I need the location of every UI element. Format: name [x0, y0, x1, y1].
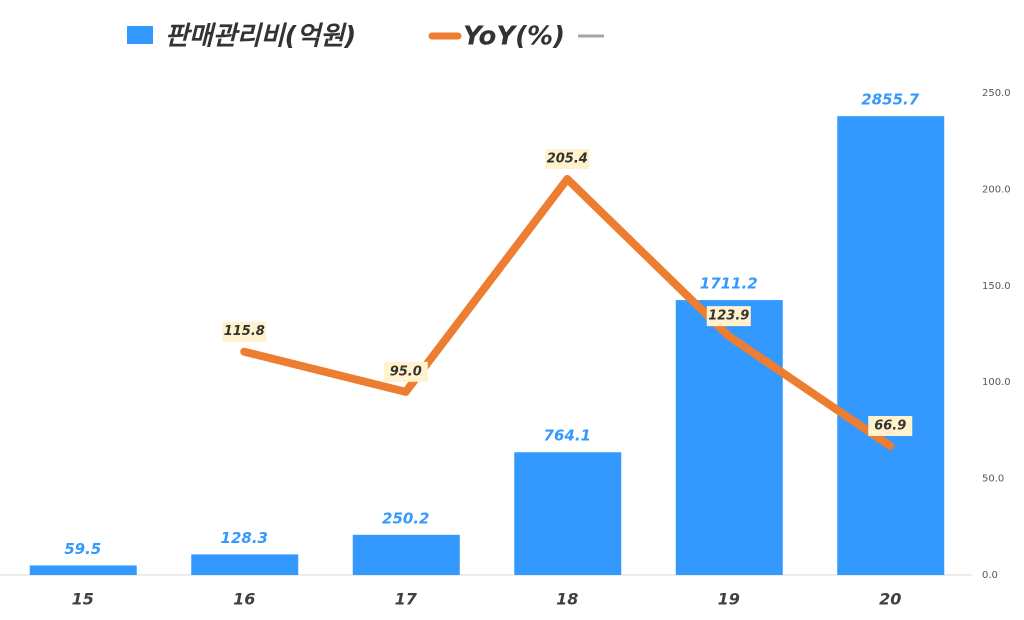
line-value-label: 123.9 — [708, 309, 749, 324]
label-box — [222, 321, 267, 342]
label-box — [868, 416, 913, 437]
y2-tick-label: 150.0 — [982, 281, 1011, 292]
bar-value-label: 128.3 — [221, 529, 268, 547]
bar-value-label: 2855.7 — [861, 91, 919, 109]
label-box — [383, 361, 428, 382]
bar — [514, 452, 622, 575]
line — [240, 174, 895, 451]
x-tick-label: 20 — [879, 590, 901, 609]
line-value-label: 95.0 — [390, 364, 422, 379]
bar — [191, 554, 299, 575]
line-value-label: 205.4 — [547, 151, 588, 166]
bar-value-label: 59.5 — [64, 540, 101, 558]
line-value-label: 115.8 — [224, 324, 265, 339]
bar-value-label: 1711.2 — [700, 275, 758, 293]
y2-tick-label: 50.0 — [982, 474, 1004, 485]
x-tick-label: 19 — [718, 590, 740, 609]
y2-tick-label: 100.0 — [982, 377, 1011, 388]
bar-value-label: 250.2 — [382, 509, 429, 527]
legend-label: YoY(%) — [463, 22, 565, 52]
x-tick-label: 15 — [72, 590, 94, 609]
bar — [837, 116, 945, 575]
label-box — [545, 148, 590, 169]
bar-value-label: 764.1 — [544, 427, 591, 445]
y2-tick-label: 0.0 — [982, 570, 998, 581]
x-tick-label: 18 — [556, 590, 578, 609]
line-value-label: 66.9 — [874, 419, 906, 434]
bar — [352, 534, 460, 575]
x-tick-label: 17 — [395, 590, 418, 609]
bar — [675, 300, 783, 575]
legend-label: 판매관리비(억원) — [165, 22, 356, 52]
legend-swatch — [127, 26, 153, 44]
x-tick-label: 16 — [233, 590, 255, 609]
y2-tick-label: 200.0 — [982, 184, 1011, 195]
y2-tick-label: 250.0 — [982, 88, 1011, 99]
bar — [29, 565, 137, 575]
label-box — [706, 306, 751, 327]
